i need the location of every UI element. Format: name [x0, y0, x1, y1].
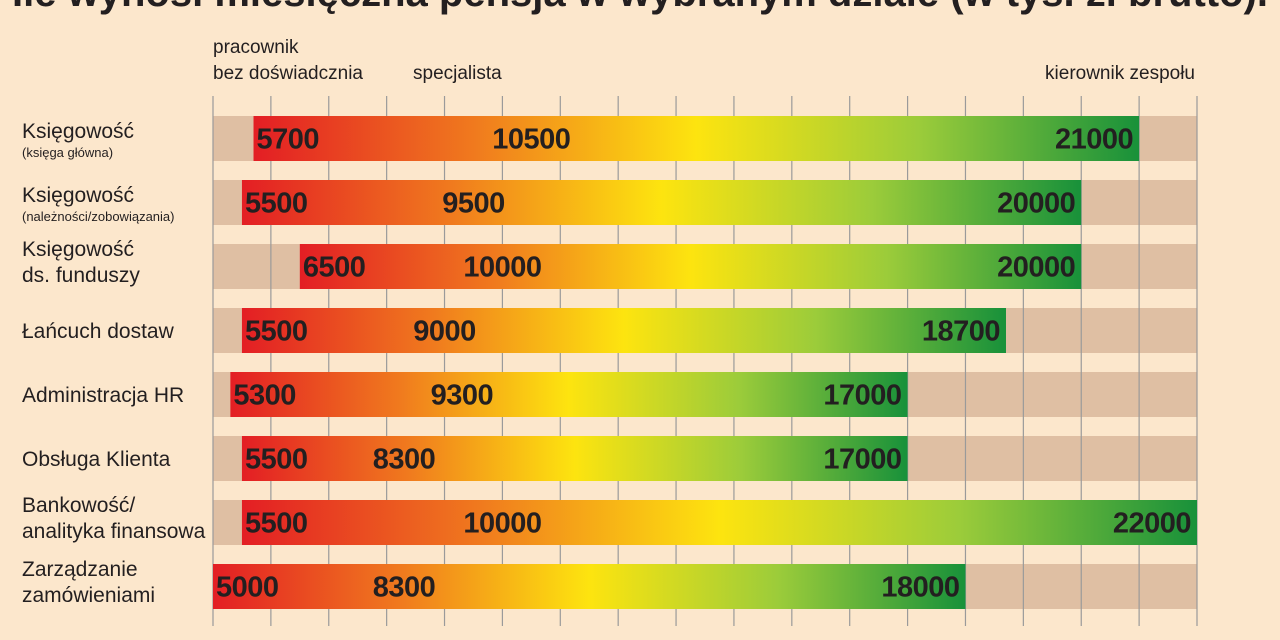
value-label-min: 5500	[245, 444, 308, 476]
value-label-min: 5500	[245, 508, 308, 540]
salary-bars	[213, 116, 1198, 609]
salary-bar	[253, 116, 1140, 161]
value-label-min: 5500	[245, 316, 308, 348]
value-label-mid: 9300	[431, 380, 494, 412]
category-label: Zarządzanie zamówieniami	[22, 558, 155, 607]
category-name: Administracja HR	[22, 384, 184, 407]
value-label-mid: 10000	[463, 508, 541, 540]
category-name-line: Zarządzanie	[22, 558, 138, 581]
value-label-max: 17000	[823, 444, 901, 476]
value-label-max: 20000	[997, 252, 1075, 284]
value-label-min: 5700	[257, 124, 320, 156]
column-header: bez doświadcznia	[213, 63, 363, 84]
value-label-mid: 10000	[463, 252, 541, 284]
category-name-line: ds. funduszy	[22, 264, 140, 287]
salary-bar	[230, 372, 908, 417]
category-label: Księgowość (należności/zobowiązania)	[22, 184, 174, 224]
value-label-mid: 10500	[492, 124, 570, 156]
salary-bar	[213, 564, 966, 609]
category-label: Bankowość/analityka finansowa	[22, 494, 206, 543]
value-labels: 5700 10500 21000 5500 9500 20000 6500 10000 2000…	[216, 124, 1192, 604]
value-label-min: 5300	[233, 380, 296, 412]
value-label-max: 22000	[1113, 508, 1191, 540]
category-label: Administracja HR	[22, 384, 184, 407]
column-header: kierownik zespołu	[1045, 63, 1195, 84]
category-name: Łańcuch dostaw	[22, 320, 175, 343]
category-label: Księgowość ds. funduszy	[22, 238, 140, 287]
category-label: Księgowość (księga główna)	[22, 120, 134, 160]
salary-bar	[241, 180, 1082, 225]
value-label-min: 6500	[303, 252, 366, 284]
salary-bar	[299, 244, 1082, 289]
category-name-line: zamówieniami	[22, 584, 155, 607]
value-label-mid: 8300	[373, 572, 436, 604]
value-label-mid: 8300	[373, 444, 436, 476]
value-label-max: 21000	[1055, 124, 1133, 156]
value-label-mid: 9000	[413, 316, 476, 348]
value-label-min: 5000	[216, 572, 279, 604]
salary-bar	[241, 436, 908, 481]
category-name: Obsługa Klienta	[22, 448, 171, 471]
value-label-min: 5500	[245, 188, 308, 220]
column-header: pracownik	[213, 37, 299, 58]
column-header: specjalista	[413, 63, 502, 84]
value-label-max: 18000	[881, 572, 959, 604]
category-name: Księgowość	[22, 184, 134, 207]
category-label: Łańcuch dostaw	[22, 320, 175, 343]
category-subtitle: (należności/zobowiązania)	[22, 209, 174, 224]
value-label-max: 20000	[997, 188, 1075, 220]
grid-lines	[212, 96, 1198, 626]
category-subtitle: (księga główna)	[22, 145, 113, 160]
category-labels: Księgowość (księga główna) Księgowość (nale…	[22, 120, 206, 607]
value-label-max: 17000	[823, 380, 901, 412]
category-name-line: Bankowość/	[22, 494, 135, 517]
chart-title: Ile wynosi miesięczna pensja w wybranym …	[12, 0, 1268, 15]
value-label-max: 18700	[922, 316, 1000, 348]
salary-bar	[241, 308, 1006, 353]
category-label: Obsługa Klienta	[22, 448, 171, 471]
salary-bar	[241, 500, 1198, 545]
category-name-line: Księgowość	[22, 238, 134, 261]
column-headers: pracownik bez doświadcznia specjalista kier…	[213, 37, 1195, 84]
category-name-line: analityka finansowa	[22, 520, 206, 543]
category-name: Księgowość	[22, 120, 134, 143]
value-label-mid: 9500	[442, 188, 505, 220]
